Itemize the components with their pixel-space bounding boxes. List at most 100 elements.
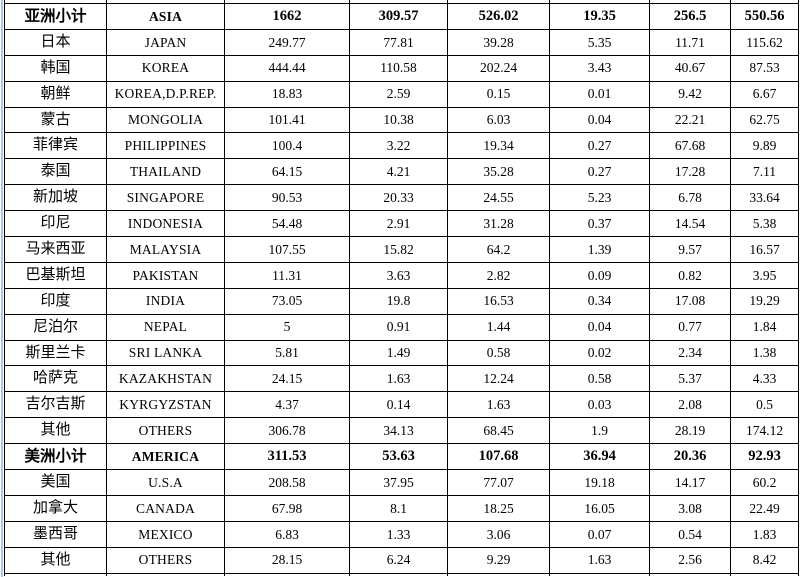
cell-value: 24.55 [447, 184, 550, 212]
cell-value: 174.12 [730, 417, 799, 445]
cell-region-name-cn: 吉尔吉斯 [4, 391, 107, 419]
cell-value: 1662 [224, 3, 350, 30]
cut-off-row-bottom [4, 572, 799, 577]
cell-value: 3.63 [349, 261, 448, 289]
cell-value: 19.18 [549, 469, 650, 496]
cell-value: 0.04 [549, 313, 650, 341]
cell-value: 2.91 [349, 210, 448, 238]
cell-region-name-cn: 美国 [4, 469, 107, 496]
statistics-table: 亚洲小计 ASIA 1662 309.57 526.02 19.35 256.5 550.56… [4, 0, 799, 577]
cell-value: 0.37 [549, 210, 650, 238]
stub-cell [549, 572, 650, 577]
cell-region-name-cn: 其他 [4, 417, 107, 445]
cell-region-name-en: INDONESIA [106, 210, 225, 238]
cell-value: 6.67 [730, 80, 799, 108]
cell-value: 68.45 [447, 417, 550, 445]
cell-value: 0.15 [447, 80, 550, 108]
stub-cell [106, 572, 225, 577]
table-row: 美洲小计 AMERICA 311.53 53.63 107.68 36.94 20.36 92… [4, 443, 799, 471]
cell-value: 17.28 [649, 158, 731, 186]
cell-value: 87.53 [730, 54, 799, 82]
table-row: 其他 OTHERS 306.78 34.13 68.45 1.9 28.19 174.12 [4, 417, 799, 445]
cell-value: 5.23 [549, 184, 650, 212]
table-row: 其他 OTHERS 28.15 6.24 9.29 1.63 2.56 8.42 [4, 546, 799, 574]
cell-value: 90.53 [224, 184, 350, 212]
cell-value: 67.68 [649, 132, 731, 160]
cell-value: 1.38 [730, 339, 799, 367]
table-row: 美国 U.S.A 208.58 37.95 77.07 19.18 14.17 60.2 [4, 469, 799, 496]
cell-value: 0.58 [447, 339, 550, 367]
table-row: 泰国 THAILAND 64.15 4.21 35.28 0.27 17.28 7.11 [4, 158, 799, 186]
cell-value: 22.21 [649, 106, 731, 134]
cell-value: 54.48 [224, 210, 350, 238]
cell-region-name-cn: 朝鲜 [4, 80, 107, 108]
cell-value: 11.31 [224, 261, 350, 289]
table-row: 马来西亚 MALAYSIA 107.55 15.82 64.2 1.39 9.57 16.57 [4, 236, 799, 263]
cell-value: 20.36 [649, 443, 731, 471]
table-row: 印度 INDIA 73.05 19.8 16.53 0.34 17.08 19.29 [4, 287, 799, 315]
cell-value: 7.11 [730, 158, 799, 186]
cell-region-name-en: THAILAND [106, 158, 225, 186]
stub-cell [4, 572, 107, 577]
cell-value: 0.02 [549, 339, 650, 367]
cell-value: 9.42 [649, 80, 731, 108]
cell-region-name-en: OTHERS [106, 417, 225, 445]
cell-region-name-cn: 泰国 [4, 158, 107, 186]
cell-region-name-cn: 其他 [4, 546, 107, 574]
cell-region-name-en: INDIA [106, 287, 225, 315]
cell-value: 0.34 [549, 287, 650, 315]
cell-value: 311.53 [224, 443, 350, 471]
cell-value: 15.82 [349, 236, 448, 263]
cell-value: 3.06 [447, 520, 550, 548]
cell-value: 4.21 [349, 158, 448, 186]
cell-value: 100.4 [224, 132, 350, 160]
cell-value: 20.33 [349, 184, 448, 212]
table-row: 亚洲小计 ASIA 1662 309.57 526.02 19.35 256.5 550.56 [4, 3, 799, 30]
cell-value: 28.19 [649, 417, 731, 445]
cell-value: 1.63 [447, 391, 550, 419]
cell-value: 67.98 [224, 494, 350, 522]
table-row: 印尼 INDONESIA 54.48 2.91 31.28 0.37 14.54 5.38 [4, 210, 799, 238]
cell-value: 17.08 [649, 287, 731, 315]
cell-value: 1.49 [349, 339, 448, 367]
cell-value: 1.33 [349, 520, 448, 548]
cell-value: 53.63 [349, 443, 448, 471]
cell-value: 14.17 [649, 469, 731, 496]
cell-value: 35.28 [447, 158, 550, 186]
cell-value: 5.81 [224, 339, 350, 367]
cell-value: 60.2 [730, 469, 799, 496]
cell-value: 0.58 [549, 365, 650, 393]
cell-value: 4.33 [730, 365, 799, 393]
cell-region-name-en: ASIA [106, 3, 225, 30]
cell-value: 16.57 [730, 236, 799, 263]
cell-region-name-en: CANADA [106, 494, 225, 522]
cell-region-name-cn: 斯里兰卡 [4, 339, 107, 367]
cell-value: 0.91 [349, 313, 448, 341]
cell-value: 526.02 [447, 3, 550, 30]
cell-region-name-cn: 马来西亚 [4, 236, 107, 263]
table-row: 巴基斯坦 PAKISTAN 11.31 3.63 2.82 0.09 0.82 3.95 [4, 261, 799, 289]
cell-value: 77.07 [447, 469, 550, 496]
cell-region-name-cn: 美洲小计 [4, 443, 107, 471]
table-row: 日本 JAPAN 249.77 77.81 39.28 5.35 11.71 115.62 [4, 28, 799, 56]
cell-value: 110.58 [349, 54, 448, 82]
cell-region-name-cn: 印尼 [4, 210, 107, 238]
table-row: 哈萨克 KAZAKHSTAN 24.15 1.63 12.24 0.58 5.37 4.33 [4, 365, 799, 393]
cell-value: 3.43 [549, 54, 650, 82]
cell-value: 4.37 [224, 391, 350, 419]
cell-region-name-cn: 亚洲小计 [4, 3, 107, 30]
cell-value: 107.55 [224, 236, 350, 263]
cell-value: 0.04 [549, 106, 650, 134]
cell-value: 9.57 [649, 236, 731, 263]
cell-region-name-cn: 巴基斯坦 [4, 261, 107, 289]
stub-cell [447, 572, 550, 577]
cell-value: 34.13 [349, 417, 448, 445]
cell-region-name-cn: 哈萨克 [4, 365, 107, 393]
cell-value: 1.84 [730, 313, 799, 341]
cell-value: 62.75 [730, 106, 799, 134]
cell-region-name-en: MEXICO [106, 520, 225, 548]
cell-value: 0.77 [649, 313, 731, 341]
cell-region-name-en: AMERICA [106, 443, 225, 471]
table-row: 加拿大 CANADA 67.98 8.1 18.25 16.05 3.08 22.49 [4, 494, 799, 522]
cell-region-name-cn: 新加坡 [4, 184, 107, 212]
